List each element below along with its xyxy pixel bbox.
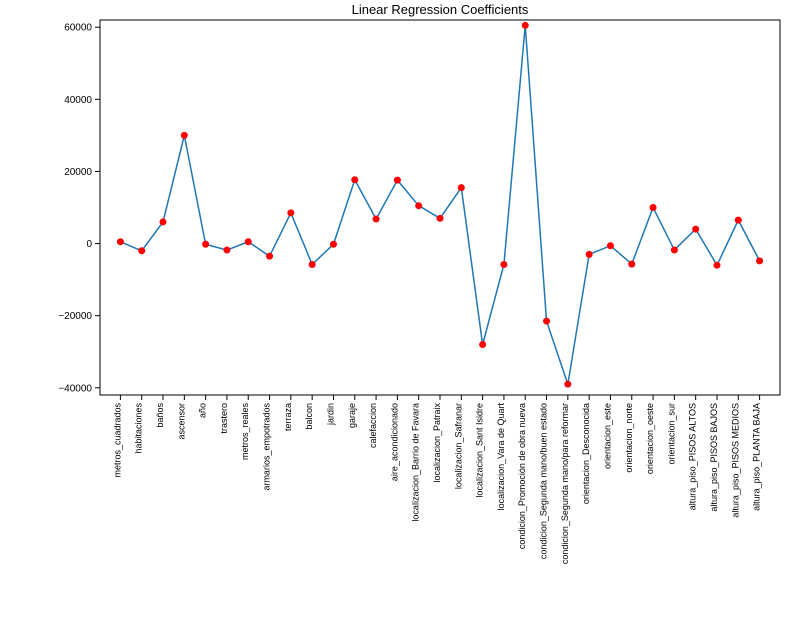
chart-title: Linear Regression Coefficients	[352, 2, 529, 17]
x-tick-label: orientacion_oeste	[645, 403, 655, 474]
x-tick-label: calefaccion	[368, 403, 378, 448]
chart-svg: Linear Regression Coefficients −40000 −200…	[0, 0, 800, 624]
x-tick-label: localizacion_Vara de Quart	[496, 403, 506, 511]
x-tick-label: altura_piso_PLANTA BAJA	[752, 403, 762, 511]
data-marker	[692, 226, 699, 233]
x-tick-label: año	[198, 403, 208, 418]
data-marker	[564, 381, 571, 388]
x-tick-label: orientacion_Desconocida	[581, 403, 591, 504]
data-marker	[713, 262, 720, 269]
data-marker	[202, 241, 209, 248]
data-marker	[479, 341, 486, 348]
data-marker	[586, 251, 593, 258]
x-tick-label: altura_piso_PISOS BAJOS	[709, 403, 719, 512]
data-marker	[266, 253, 273, 260]
y-tick-label: 0	[86, 239, 92, 250]
data-marker	[735, 217, 742, 224]
data-marker	[287, 209, 294, 216]
data-marker	[117, 238, 124, 245]
x-tick-label: habitaciones	[134, 403, 144, 454]
data-marker	[607, 242, 614, 249]
data-marker	[245, 238, 252, 245]
x-tick-label: localizacion_Barrio de Favara	[411, 403, 421, 522]
data-marker	[394, 177, 401, 184]
chart-container: Linear Regression Coefficients −40000 −200…	[0, 0, 800, 624]
x-tick-label: aire_acondicionado	[389, 403, 399, 481]
x-tick-label: condicion_Segunda mano/buen estado	[539, 403, 549, 559]
data-marker	[522, 22, 529, 29]
y-tick-label: −40000	[58, 383, 92, 394]
x-tick-label: condicion_Promoción de obra nueva	[517, 403, 527, 549]
x-tick-label: localizacion_Safranar	[453, 403, 463, 489]
x-tick-label: orientacion_sur	[666, 403, 676, 465]
x-tick-label: ascensor	[176, 403, 186, 440]
data-marker	[309, 261, 316, 268]
x-tick-label: localizacion_Sant Isidre	[475, 403, 485, 498]
data-marker	[330, 241, 337, 248]
x-tick-label: terraza	[283, 403, 293, 431]
x-tick-label: garaje	[347, 403, 357, 428]
data-marker	[160, 218, 167, 225]
data-marker	[351, 176, 358, 183]
data-marker	[628, 261, 635, 268]
data-marker	[756, 257, 763, 264]
data-marker	[437, 215, 444, 222]
x-tick-label: baños	[155, 403, 165, 428]
data-marker	[373, 216, 380, 223]
x-tick-label: balcon	[304, 403, 314, 430]
data-marker	[671, 247, 678, 254]
x-tick-label: condicion_Segunda mano/para reformar	[560, 403, 570, 564]
data-marker	[500, 261, 507, 268]
x-tick-label: trastero	[219, 403, 229, 434]
x-tick-label: localizacion_Patraix	[432, 403, 442, 483]
plot-border	[100, 20, 780, 395]
y-tick-label: 20000	[64, 167, 92, 178]
data-marker	[543, 318, 550, 325]
data-marker	[181, 132, 188, 139]
x-tick-label: orientacion_este	[602, 403, 612, 469]
y-tick-label: 60000	[64, 23, 92, 34]
data-marker	[415, 202, 422, 209]
data-line	[120, 25, 759, 384]
y-tick-label: 40000	[64, 95, 92, 106]
x-tick-label: armarios_empotrados	[262, 403, 272, 491]
x-tick-label: altura_piso_PISOS ALTOS	[688, 403, 698, 510]
data-marker	[223, 247, 230, 254]
data-marker	[138, 247, 145, 254]
x-tick-label: altura_piso_PISOS MEDIOS	[730, 403, 740, 518]
y-tick-label: −20000	[58, 311, 92, 322]
data-marker	[650, 204, 657, 211]
data-marker	[458, 184, 465, 191]
x-tick-label: orientacion_norte	[624, 403, 634, 473]
x-tick-label: metros_reales	[240, 403, 250, 461]
x-tick-label: metros_cuadrados	[112, 403, 122, 478]
x-tick-label: jardin	[325, 403, 335, 426]
